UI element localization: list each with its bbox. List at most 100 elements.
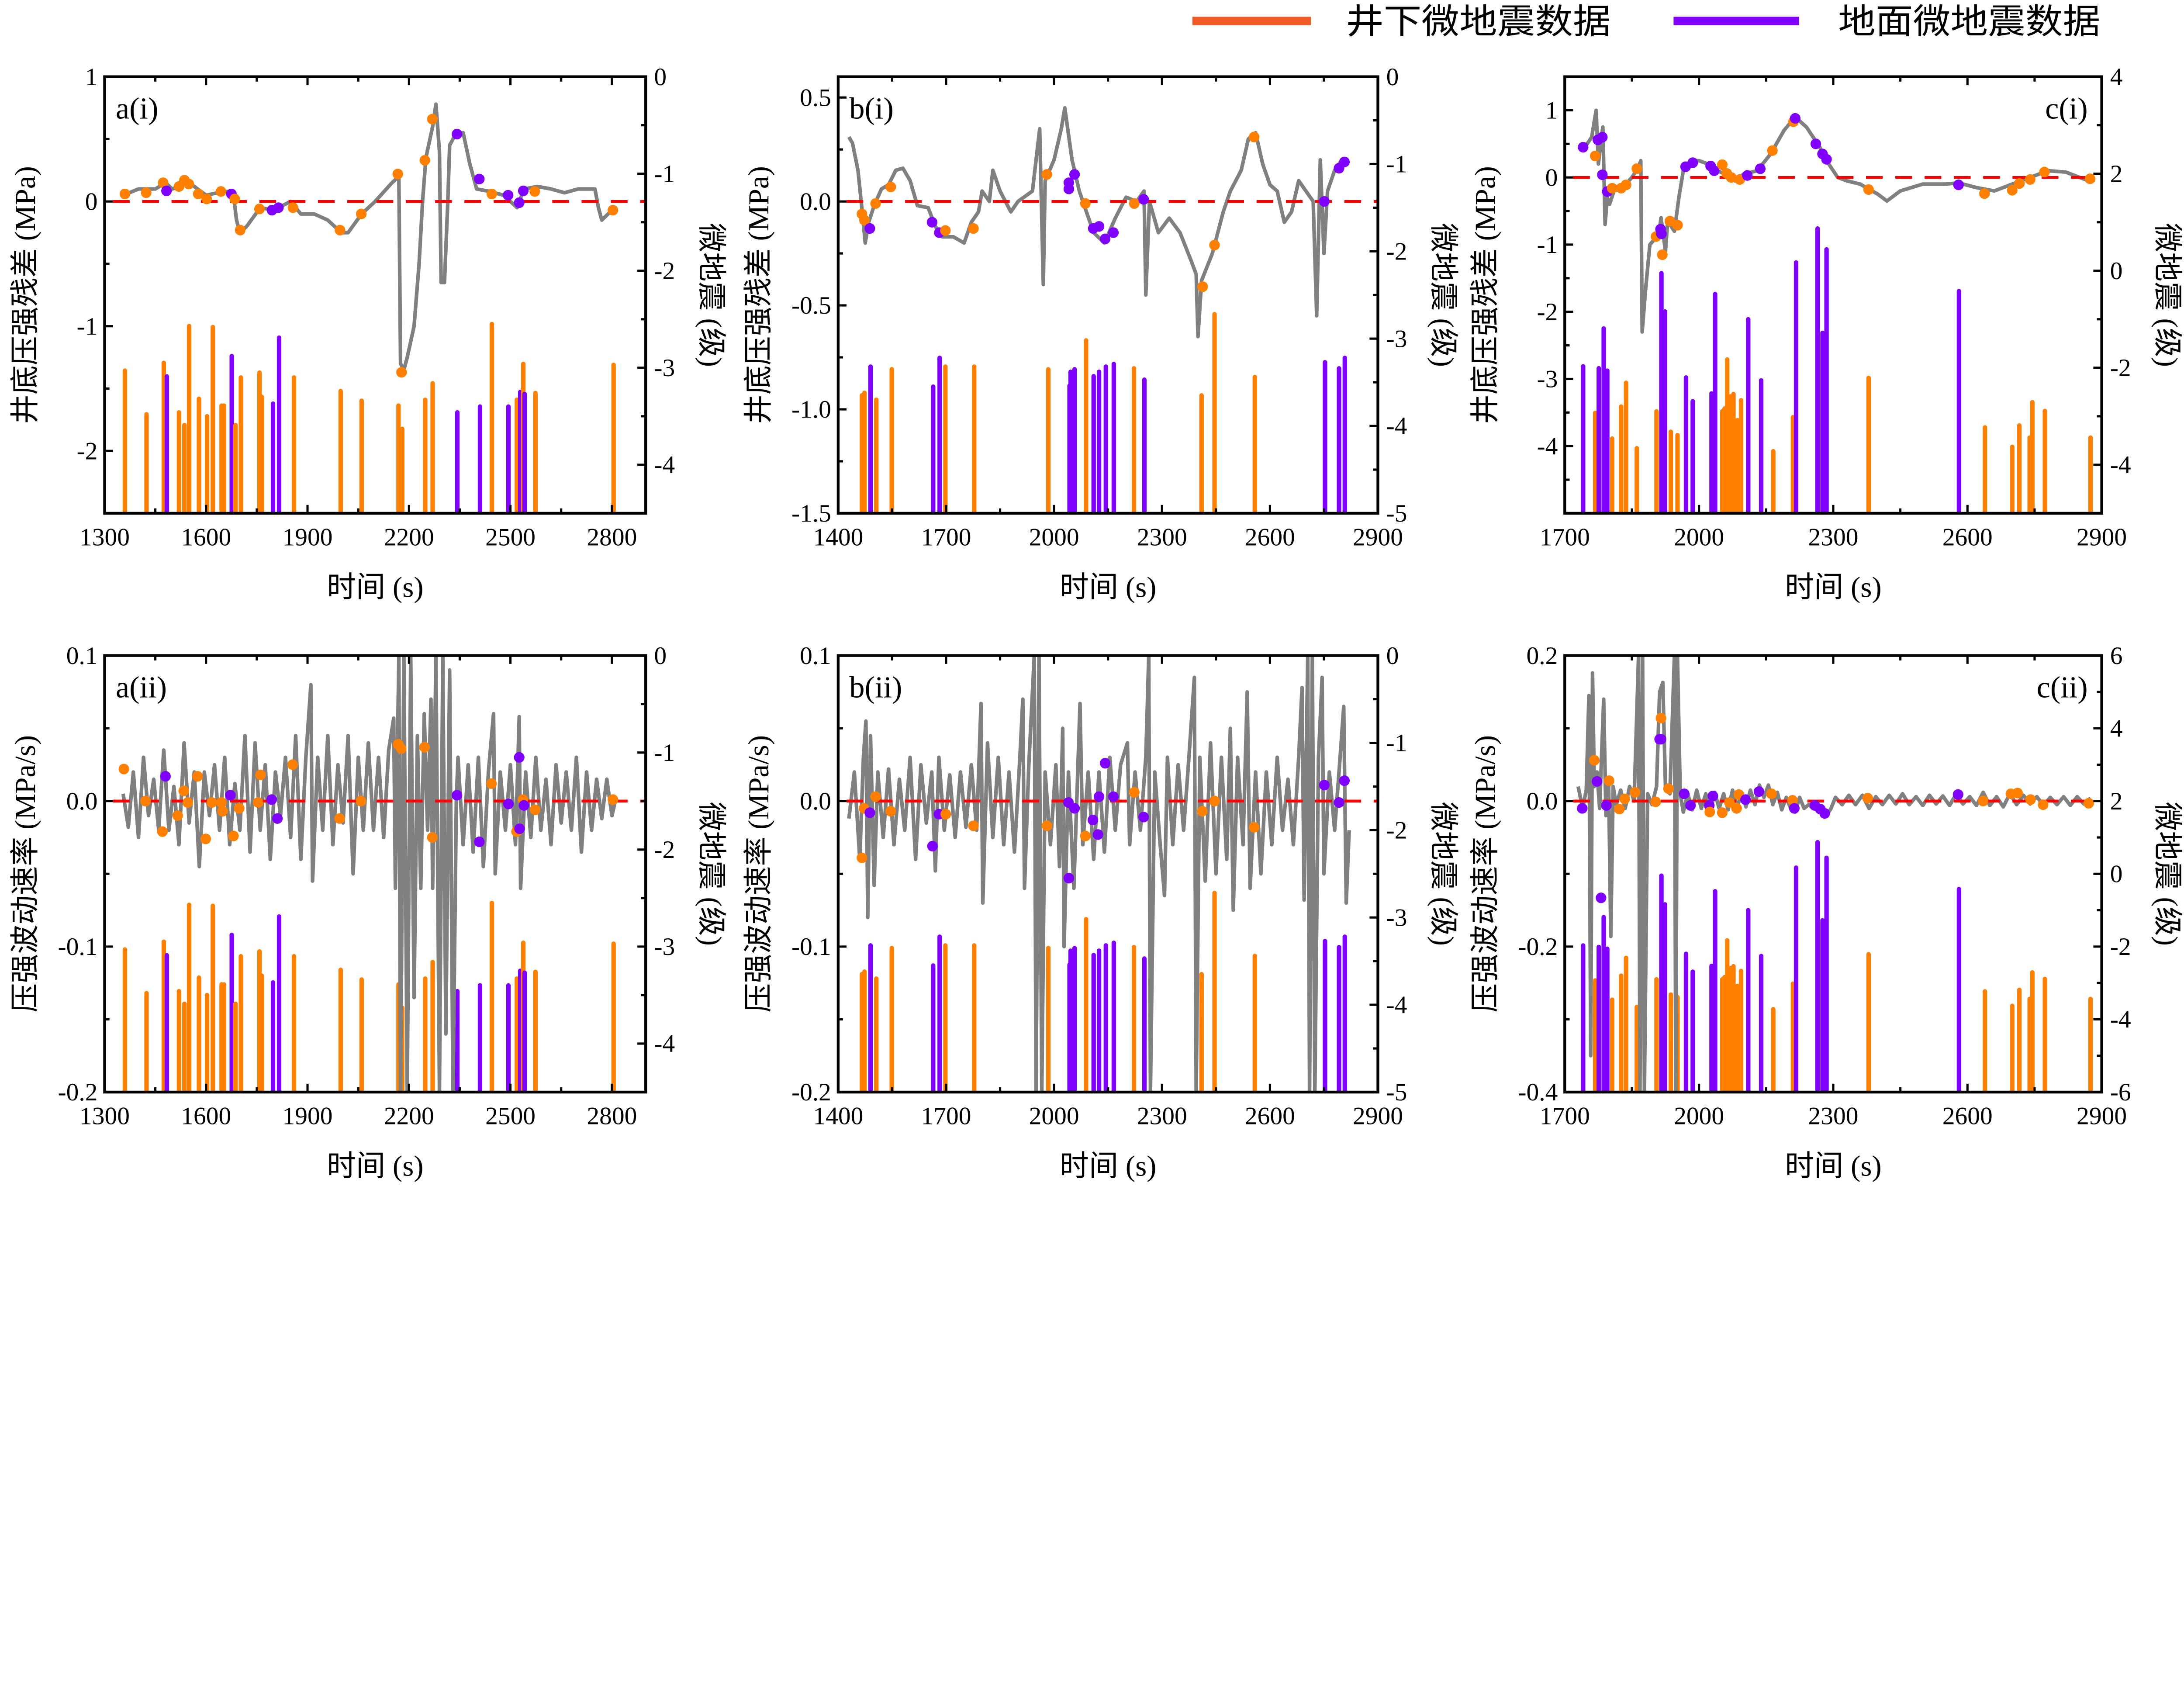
plot-area <box>1573 108 2102 513</box>
x-tick-label: 2300 <box>1137 523 1187 551</box>
dot-downhole-event <box>157 826 168 837</box>
dot-downhole-event <box>2038 799 2049 810</box>
dot-surface-event <box>266 794 277 805</box>
dot-downhole-event <box>1080 830 1091 841</box>
dot-downhole-event <box>2007 185 2018 196</box>
dot-downhole-event <box>1590 150 1601 162</box>
dot-downhole-event <box>392 169 403 180</box>
x-tick-label: 2900 <box>1353 1102 1403 1130</box>
y-tick-label-right: -1 <box>654 739 675 767</box>
plot-area <box>847 106 1378 513</box>
series-line <box>847 655 1351 1092</box>
y-tick-label-right: 4 <box>2110 715 2123 742</box>
dot-surface-event <box>514 752 525 763</box>
y-tick-label-left: -0.2 <box>791 1079 831 1106</box>
dot-surface-event <box>1819 808 1830 819</box>
y-tick-label-right: 0 <box>1386 63 1399 91</box>
dot-downhole-event <box>1704 806 1715 817</box>
legend-label-surface: 地面微地震数据 <box>1838 2 2100 41</box>
dot-surface-event <box>1087 814 1099 826</box>
y-tick-label-right: 4 <box>2110 63 2123 91</box>
dot-surface-event <box>1339 156 1350 167</box>
dot-downhole-event <box>178 785 189 796</box>
x-tick-label: 2500 <box>485 1102 536 1130</box>
dot-downhole-event <box>1978 795 1989 806</box>
x-tick-label: 1300 <box>79 523 130 551</box>
series-line <box>122 102 613 372</box>
dot-downhole-event <box>885 806 896 817</box>
y-axis-label-left: 井底压强残差 (MPa) <box>742 166 775 424</box>
dot-surface-event <box>1655 734 1666 745</box>
dot-downhole-event <box>968 223 979 234</box>
x-tick-label: 2500 <box>485 523 536 551</box>
y-axis-label-right: 微地震 (级) <box>2151 802 2184 946</box>
dot-surface-event <box>927 840 938 852</box>
dot-downhole-event <box>1614 803 1625 815</box>
x-tick-label: 2000 <box>1029 523 1079 551</box>
dot-surface-event <box>1952 789 1963 800</box>
y-axis-label-right: 微地震 (级) <box>695 802 728 946</box>
y-tick-label-right: -2 <box>654 836 675 864</box>
dot-surface-event <box>864 223 875 234</box>
dot-surface-event <box>1339 775 1350 786</box>
panel-a-i: 1300 1600 1900 2200 2500 2800 1 0 -1 -2 0 -1 -2 -3 -4 时… <box>9 63 728 604</box>
y-tick-label-left: -1 <box>1537 231 1558 259</box>
dot-downhole-event <box>486 188 498 200</box>
y-tick-label-right: -2 <box>1386 817 1407 844</box>
dot-downhole-event <box>419 155 430 166</box>
dot-downhole-event <box>1767 145 1778 156</box>
dot-downhole-event <box>252 797 264 808</box>
dot-surface-event <box>452 128 463 140</box>
y-tick-label-left: 0.2 <box>1527 642 1558 670</box>
dot-downhole-event <box>419 742 430 753</box>
dot-surface-event <box>1709 165 1720 176</box>
dot-downhole-event <box>1080 198 1091 209</box>
x-axis-label: 时间 (s) <box>1785 571 1882 604</box>
y-tick-label-right: 0 <box>1386 642 1399 670</box>
dot-downhole-event <box>2014 178 2025 189</box>
plot-frame <box>103 75 647 515</box>
dot-downhole-event <box>255 769 266 780</box>
dot-downhole-event <box>870 198 881 209</box>
panel-c-ii: 1700 2000 2300 2600 2900 0.2 0.0 -0.2 -0.4 6 4 2 0 -2… <box>1469 642 2184 1183</box>
dot-downhole-event <box>201 194 212 204</box>
panel-label: c(i) <box>2045 91 2087 125</box>
x-tick-label: 2000 <box>1674 523 1724 551</box>
dot-surface-event <box>1656 228 1667 239</box>
x-tick-label: 1700 <box>1540 523 1590 551</box>
dot-downhole-event <box>334 813 345 824</box>
y-tick-label-right: -3 <box>654 354 675 382</box>
y-tick-label-right: -4 <box>654 451 675 479</box>
x-tick-label: 1700 <box>921 1102 971 1130</box>
dot-downhole-event <box>1717 807 1728 818</box>
y-axis-label-left: 井底压强残差 (MPa) <box>9 166 41 424</box>
legend-label-downhole: 井下微地震数据 <box>1346 2 1611 41</box>
dot-surface-event <box>1953 180 1964 190</box>
panel-label: a(ii) <box>116 670 167 704</box>
figure: 井下微地震数据 地面微地震数据 1300 1600 1900 2200 2500 2800… <box>9 2 2184 1183</box>
dot-downhole-event <box>335 225 346 235</box>
dot-downhole-event <box>1197 281 1208 292</box>
dot-downhole-event <box>2084 173 2096 184</box>
dot-surface-event <box>1319 196 1330 207</box>
dot-downhole-event <box>396 743 407 754</box>
dot-downhole-event <box>183 179 194 190</box>
dot-downhole-event <box>2012 788 2023 799</box>
y-tick-label-left: 0.5 <box>800 84 831 111</box>
dot-downhole-event <box>206 797 218 808</box>
y-tick-label-right: 0 <box>2110 257 2123 285</box>
x-tick-label: 2800 <box>587 1102 637 1130</box>
x-tick-label: 2300 <box>1137 1102 1187 1130</box>
dot-downhole-event <box>529 804 541 815</box>
x-tick-label: 2300 <box>1808 1102 1859 1130</box>
dot-downhole-event <box>119 188 131 200</box>
x-tick-label: 2200 <box>384 523 434 551</box>
dot-surface-event <box>1591 776 1603 787</box>
panel-label: b(i) <box>849 91 893 125</box>
dot-downhole-event <box>427 114 438 125</box>
dot-downhole-event <box>968 820 979 831</box>
dot-downhole-event <box>215 186 226 197</box>
y-tick-label-left: -1.0 <box>791 396 831 423</box>
dot-surface-event <box>1810 138 1821 149</box>
dot-downhole-event <box>529 186 540 197</box>
